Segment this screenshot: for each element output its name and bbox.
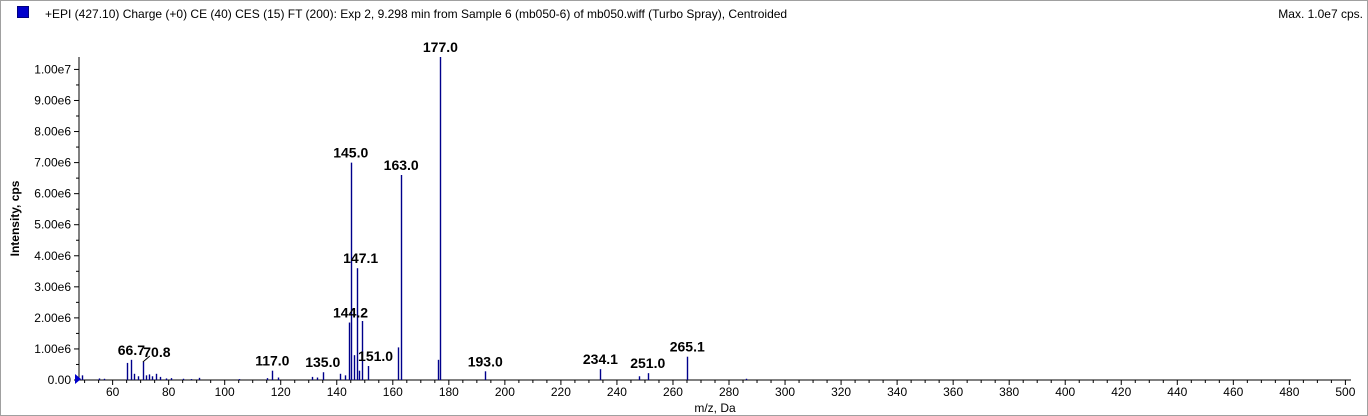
plot-axes: 60 80 100 120 140 160 180 200 220 240 260 280 300 320…	[8, 57, 1356, 415]
x-tick-label: 280	[719, 385, 739, 399]
peak-labels-group: 66.770.8 117.0 135.0 144.2 145.0 147.1 151.0 16…	[118, 39, 705, 371]
x-tick-label: 480	[1279, 385, 1299, 399]
y-tick-label: 1.00e7	[34, 62, 71, 76]
y-tick-label: 6.00e6	[34, 187, 71, 201]
x-tick-label: 380	[999, 385, 1019, 399]
peak-label: 193.0	[468, 353, 503, 369]
x-axis-label: m/z, Da	[694, 401, 736, 415]
axis-marker	[75, 374, 81, 384]
x-tick-label: 180	[439, 385, 459, 399]
spectrum-title: +EPI (427.10) Charge (+0) CE (40) CES (1…	[45, 7, 788, 21]
x-tick-label: 420	[1111, 385, 1131, 399]
x-tick-label: 400	[1055, 385, 1075, 399]
peak-label: 70.8	[143, 344, 170, 360]
peaks-group	[81, 57, 748, 380]
x-tick-label: 140	[327, 385, 347, 399]
peak-label: 163.0	[384, 157, 419, 173]
spectrum-header: +EPI (427.10) Charge (+0) CE (40) CES (1…	[1, 1, 1367, 27]
y-tick-label: 2.00e6	[34, 311, 71, 325]
peak-label: 135.0	[305, 354, 340, 370]
y-tick-label: 5.00e6	[34, 218, 71, 232]
x-tick-label: 220	[551, 385, 571, 399]
y-tick-label: 8.00e6	[34, 125, 71, 139]
x-tick-label: 300	[775, 385, 795, 399]
peak-label: 117.0	[255, 353, 289, 369]
peak-label: 147.1	[343, 250, 378, 266]
label-leader	[142, 355, 151, 363]
x-tick-label: 500	[1335, 385, 1355, 399]
x-tick-label: 60	[106, 385, 120, 399]
y-tick-label: 3.00e6	[34, 280, 71, 294]
y-tick-label: 7.00e6	[34, 156, 71, 170]
y-axis-label: Intensity, cps	[8, 180, 22, 256]
x-tick-label: 260	[663, 385, 683, 399]
peak-label: 177.0	[423, 39, 458, 55]
x-tick-label: 340	[887, 385, 907, 399]
x-tick-label: 360	[943, 385, 963, 399]
peak-label: 234.1	[583, 351, 618, 367]
legend-swatch	[17, 6, 29, 18]
y-tick-label: 4.00e6	[34, 249, 71, 263]
x-tick-label: 120	[271, 385, 291, 399]
peak-label: 251.0	[630, 355, 665, 371]
x-tick-label: 440	[1167, 385, 1187, 399]
y-tick-label: 0.00	[48, 373, 72, 387]
x-tick-label: 320	[831, 385, 851, 399]
x-tick-label: 200	[495, 385, 515, 399]
max-intensity-label: Max. 1.0e7 cps.	[1278, 7, 1363, 21]
peak-label: 145.0	[333, 145, 368, 161]
x-tick-label: 80	[162, 385, 176, 399]
peak-label: 66.7	[118, 342, 145, 358]
peak-label: 144.2	[333, 305, 368, 321]
y-tick-label: 1.00e6	[34, 342, 71, 356]
x-tick-label: 240	[607, 385, 627, 399]
x-tick-label: 460	[1223, 385, 1243, 399]
peak-label: 151.0	[358, 348, 393, 364]
peak-label: 265.1	[670, 339, 705, 355]
x-tick-label: 160	[383, 385, 403, 399]
y-tick-label: 9.00e6	[34, 93, 71, 107]
x-tick-label: 100	[215, 385, 235, 399]
